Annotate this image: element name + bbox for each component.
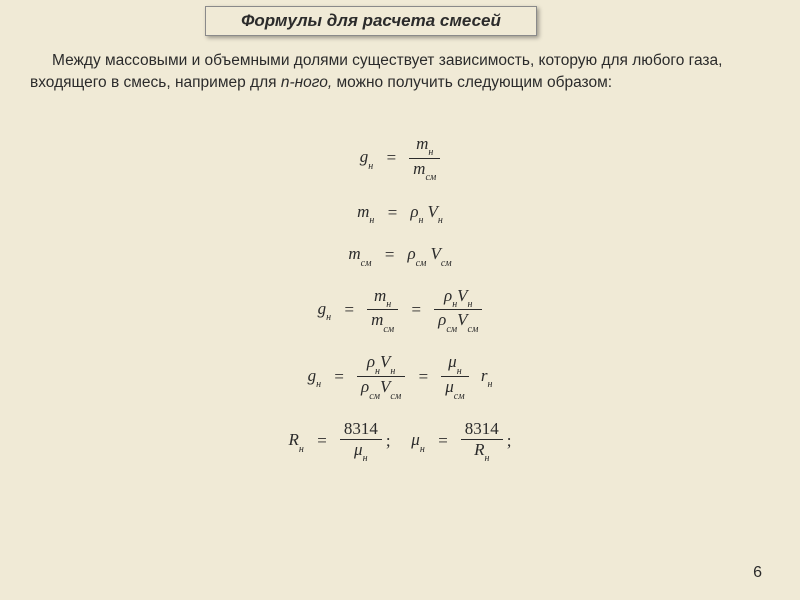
sym-g: g [360,147,369,166]
formula-6: Rн = 8314 μн ; μн = 8314 Rн ; [288,420,511,463]
formula-2: mн = ρнVн [357,202,443,224]
frac-5a: ρнVн ρсмVсм [357,353,405,400]
frac-4b: ρнVн ρсмVсм [434,287,482,334]
section-title: Формулы для расчета смесей [205,6,537,36]
page-number: 6 [753,564,762,582]
formula-3: mсм = ρсмVсм [348,244,451,266]
intro-paragraph: Между массовыми и объемными долями сущес… [30,50,770,95]
sub-n: н [368,161,373,172]
formula-1: gн = mн mсм [360,135,441,182]
frac-5b: μн μсм [441,353,468,400]
frac-6b: 8314 Rн [461,420,503,463]
para-part2: можно получить следующим образом: [332,74,612,91]
sym-eq: = [385,148,396,168]
section-title-text: Формулы для расчета смесей [241,11,501,30]
formula-4: gн = mн mсм = ρнVн ρсмVсм [318,287,483,334]
frac-1: mн mсм [409,135,440,182]
formula-block: gн = mн mсм mн = ρнVн mсм = ρсмVсм gн = … [0,135,800,463]
frac-6a: 8314 μн [340,420,382,463]
frac-4a: mн mсм [367,287,398,334]
formula-5: gн = ρнVн ρсмVсм = μн μсм rн [308,353,493,400]
para-nth: n-ного, [281,74,332,91]
